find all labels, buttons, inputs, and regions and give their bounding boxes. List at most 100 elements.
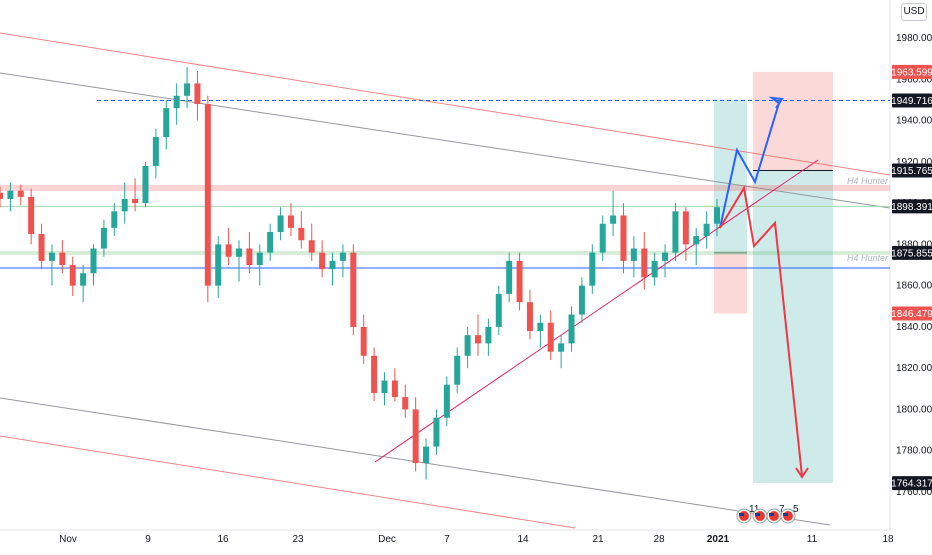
support-band[interactable] — [0, 250, 890, 255]
candle-body — [287, 215, 294, 228]
price-tick-label: 1920.000 — [896, 157, 932, 168]
candle-body — [204, 104, 211, 286]
candle-body — [381, 380, 388, 393]
event-flag-canton — [755, 513, 760, 516]
price-tag-label: 1963.599 — [891, 67, 932, 78]
candle-body — [454, 355, 461, 385]
bearish-arrow-head — [795, 467, 809, 479]
time-tick-label: Dec — [378, 534, 396, 545]
bullish-projection-path[interactable] — [719, 102, 780, 229]
short-stop-zone[interactable] — [753, 71, 833, 171]
candle-body — [132, 198, 139, 204]
candle-body — [350, 252, 357, 327]
currency-badge[interactable]: USD — [901, 3, 927, 21]
candle-body — [246, 248, 253, 265]
price-tag[interactable] — [892, 245, 932, 260]
time-tick-label: 28 — [653, 534, 665, 545]
candle-body — [558, 343, 565, 352]
price-tag[interactable] — [892, 476, 932, 491]
price-tick-label: 1980.000 — [896, 33, 932, 44]
candle-body — [714, 207, 720, 224]
candle-body — [298, 227, 305, 241]
candle-body — [100, 227, 107, 249]
time-tick-label: 23 — [292, 534, 304, 545]
candle-body — [184, 83, 191, 96]
mid-channel-upper-line[interactable] — [0, 72, 891, 209]
candle-body — [236, 248, 242, 257]
time-tick-label: 11 — [807, 534, 818, 545]
event-flag-canton — [739, 513, 744, 516]
candle-body — [412, 409, 419, 464]
candle-body — [641, 248, 648, 278]
time-tick-label: Nov — [59, 534, 77, 545]
candle-body — [516, 260, 523, 303]
candle-body — [578, 285, 585, 315]
long-stop-zone[interactable] — [714, 252, 747, 314]
price-tag[interactable] — [892, 93, 932, 108]
candle-body — [402, 397, 409, 410]
candle-body — [163, 108, 170, 138]
resistance-band[interactable] — [0, 185, 890, 191]
candle-body — [682, 211, 689, 245]
price-tick-label: 1820.000 — [896, 363, 932, 374]
short-target-zone[interactable] — [753, 170, 833, 484]
candle-body — [693, 236, 700, 245]
price-tick-label: 1880.000 — [896, 239, 932, 250]
candle-body — [537, 322, 544, 332]
candle-body — [319, 252, 326, 270]
plot-background — [0, 0, 890, 550]
candle-body — [391, 380, 398, 398]
candle-body — [277, 215, 284, 232]
candle-body — [308, 240, 315, 253]
candle-body — [215, 244, 222, 286]
candle-body — [152, 137, 159, 166]
candle-body — [267, 231, 274, 253]
candle-body — [495, 293, 502, 327]
candle-body — [256, 252, 263, 265]
candle-body — [547, 322, 554, 352]
candle-body — [329, 260, 336, 270]
candle-body — [651, 260, 658, 278]
candle-body — [620, 215, 627, 261]
price-tick-label: 1840.000 — [896, 322, 932, 333]
candle-body — [371, 355, 378, 393]
candle-body — [194, 83, 201, 105]
price-tag[interactable] — [892, 163, 932, 178]
price-tag[interactable] — [892, 199, 932, 214]
candle-body — [423, 446, 430, 464]
candle-body — [28, 196, 35, 235]
price-tag[interactable] — [892, 306, 932, 321]
bearish-projection-path[interactable] — [719, 185, 803, 477]
candle-body — [589, 252, 596, 286]
channel-lower-line[interactable] — [0, 435, 576, 529]
candle-body — [111, 211, 118, 228]
candle-body — [599, 223, 606, 253]
price-tick-label: 1960.000 — [896, 74, 932, 85]
channel-upper-line[interactable] — [0, 32, 891, 176]
price-tick-label: 1780.000 — [896, 446, 932, 457]
bullish-arrow-head — [768, 96, 784, 109]
candles — [0, 66, 720, 480]
price-tick-label: 1940.000 — [896, 116, 932, 127]
event-count: 11 — [749, 504, 760, 515]
candle-body — [610, 215, 617, 224]
candle-body — [568, 314, 575, 344]
price-tag[interactable] — [892, 64, 932, 79]
candle-body — [225, 244, 232, 257]
time-tick-label: 14 — [517, 534, 529, 545]
candle-body — [121, 198, 128, 212]
event-flag-canton — [769, 513, 774, 516]
candle-body — [59, 252, 66, 265]
candle-body — [703, 223, 710, 237]
price-tag-label: 1846.479 — [891, 309, 932, 320]
time-tick-label: 18 — [882, 534, 894, 545]
price-tag-label: 1898.391 — [891, 202, 932, 213]
candle-body — [48, 252, 55, 261]
price-tick-label: 1800.000 — [896, 404, 932, 415]
candle-body — [38, 234, 45, 261]
hunter-label-lower: H4 Hunter — [847, 253, 889, 263]
candle-body — [173, 95, 180, 109]
price-tag-label: 1875.855 — [891, 248, 932, 259]
